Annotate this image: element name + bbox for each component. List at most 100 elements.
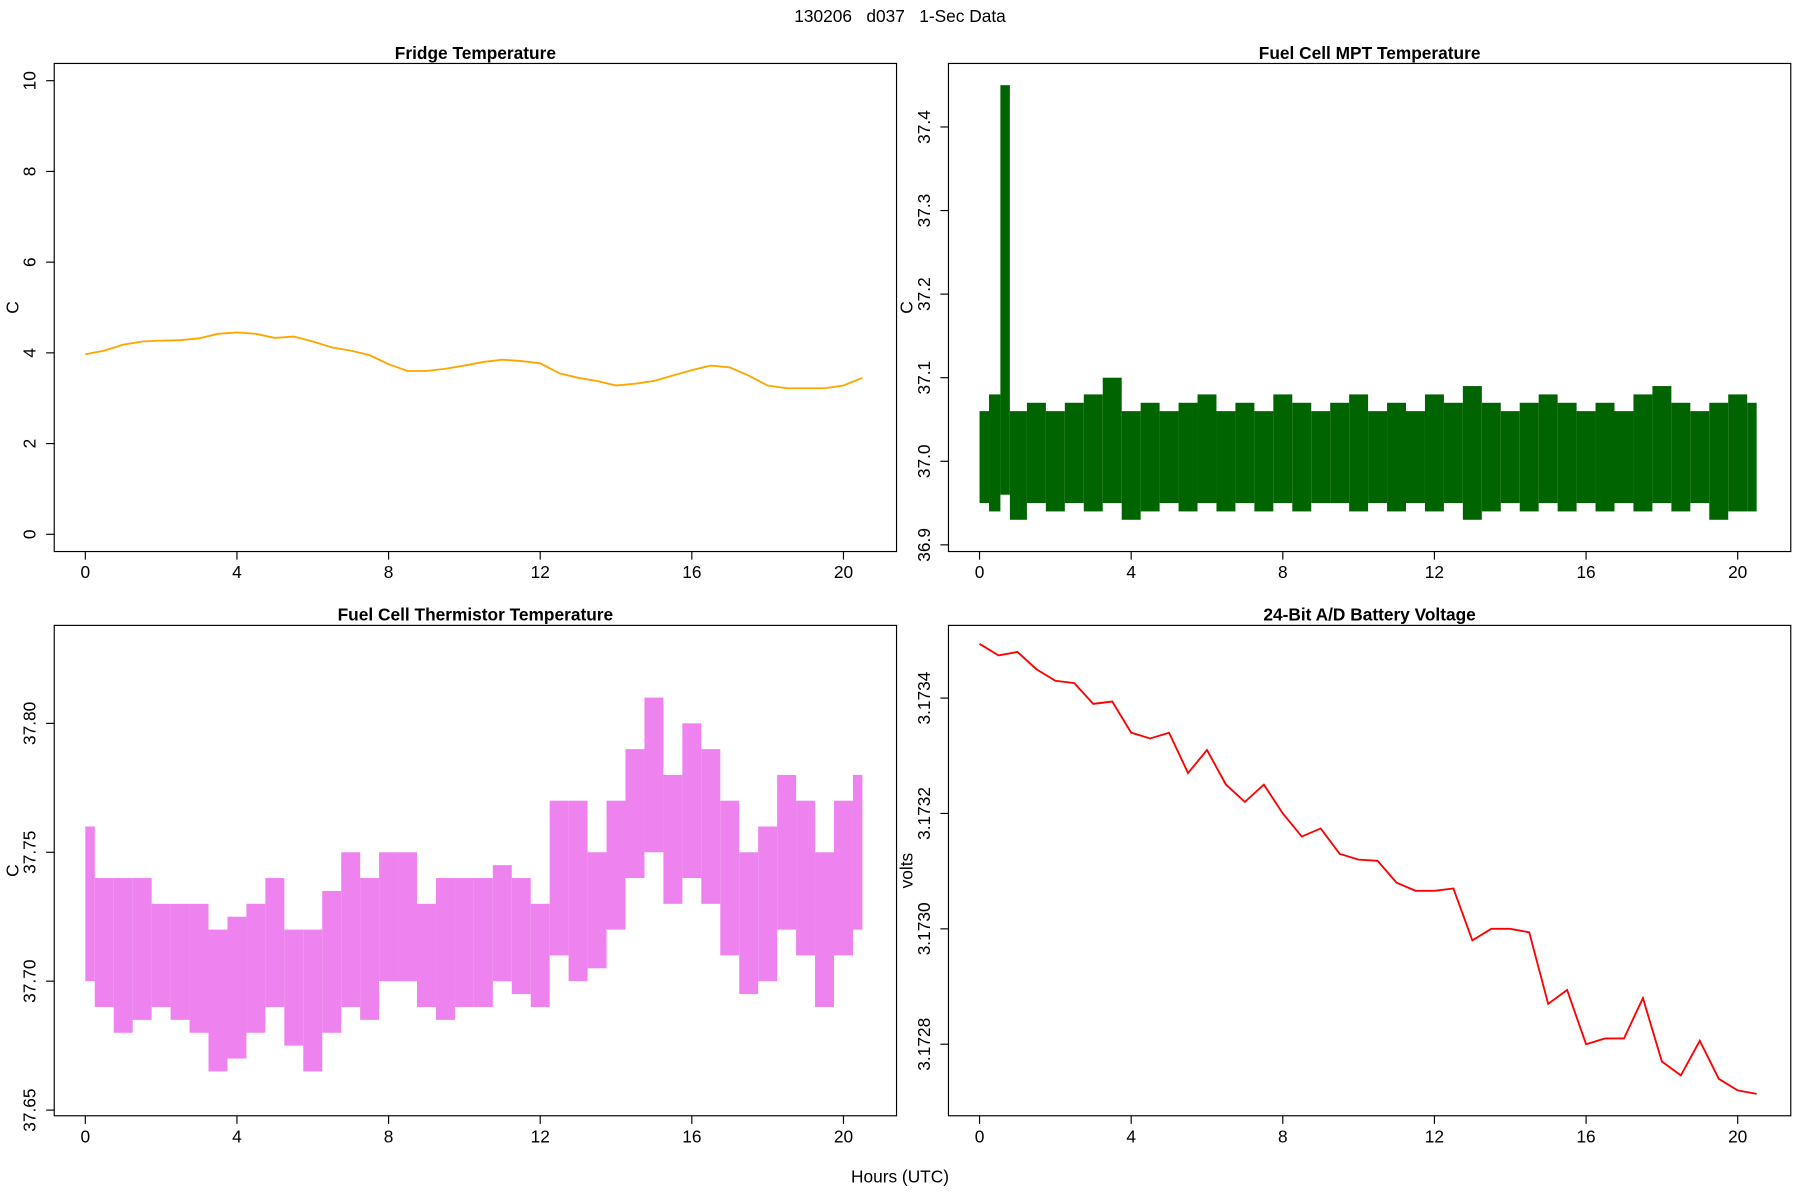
y-tick-label: 37.65 xyxy=(20,1088,40,1131)
x-tick-label: 20 xyxy=(834,1126,853,1146)
noise-band xyxy=(85,826,95,982)
noise-band xyxy=(511,878,531,995)
noise-band xyxy=(777,774,797,930)
noise-band xyxy=(1159,411,1179,504)
noise-band xyxy=(454,878,474,1007)
noise-band xyxy=(606,800,626,930)
noise-band xyxy=(625,749,645,879)
noise-band xyxy=(1481,402,1501,512)
x-tick-label: 16 xyxy=(682,562,701,582)
x-tick-label: 4 xyxy=(1126,562,1136,582)
noise-band xyxy=(303,929,323,1072)
x-tick-label: 20 xyxy=(1728,562,1747,582)
noise-band xyxy=(1443,402,1463,504)
noise-band xyxy=(1709,402,1729,520)
noise-band xyxy=(1387,402,1407,512)
noise-band xyxy=(379,852,399,982)
noise-band xyxy=(246,903,266,1033)
noise-band xyxy=(1462,386,1482,520)
noise-band xyxy=(1595,402,1615,512)
noise-band xyxy=(796,800,816,956)
noise-band xyxy=(417,903,436,1007)
y-tick-label: 3.1730 xyxy=(914,902,934,955)
y-tick-label: 37.3 xyxy=(914,194,934,228)
noise-band xyxy=(663,774,683,904)
chart-title: 24-Bit A/D Battery Voltage xyxy=(1263,605,1476,625)
noise-band xyxy=(1557,402,1577,512)
noise-band xyxy=(1424,394,1444,512)
x-tick-label: 8 xyxy=(384,1126,394,1146)
x-tick-label: 0 xyxy=(81,562,91,582)
x-tick-label: 20 xyxy=(1728,1126,1747,1146)
noise-band xyxy=(1747,402,1757,512)
x-axis-label: Hours (UTC) xyxy=(851,1167,949,1187)
noise-band xyxy=(1671,402,1691,512)
noise-band xyxy=(94,878,114,1007)
y-tick-label: 3.1728 xyxy=(914,1018,934,1071)
noise-band xyxy=(1026,402,1046,504)
noise-band xyxy=(1519,402,1539,512)
plot-frame xyxy=(53,624,898,1117)
chart-title: Fridge Temperature xyxy=(395,43,557,63)
plot-frame xyxy=(947,624,1792,1117)
y-tick-label: 37.0 xyxy=(914,444,934,478)
noise-band xyxy=(1330,402,1350,504)
noise-band xyxy=(1121,411,1141,520)
noise-band xyxy=(360,878,380,1020)
noise-band xyxy=(682,723,702,879)
noise-band xyxy=(833,800,853,956)
y-axis-label: volts xyxy=(897,852,917,888)
noise-band xyxy=(1614,411,1634,504)
figure-title: 130206 d037 1-Sec Data xyxy=(794,6,1006,26)
noise-band xyxy=(1178,402,1198,512)
noise-band xyxy=(989,394,1001,512)
noise-band xyxy=(1000,85,1010,495)
noise-band xyxy=(1273,394,1293,504)
chart-title: Fuel Cell Thermistor Temperature xyxy=(338,605,614,625)
noise-band xyxy=(1633,394,1653,512)
y-tick-label: 37.70 xyxy=(20,960,40,1003)
noise-band xyxy=(473,878,493,1007)
noise-band xyxy=(435,878,455,1020)
noise-band xyxy=(1538,394,1558,504)
noise-band xyxy=(1254,411,1274,512)
x-tick-label: 16 xyxy=(1576,562,1595,582)
noise-band xyxy=(322,890,342,1033)
noise-band xyxy=(1216,411,1236,512)
noise-band xyxy=(701,749,721,904)
y-tick-label: 37.80 xyxy=(20,702,40,745)
noise-band xyxy=(341,852,361,1007)
x-tick-label: 16 xyxy=(1576,1126,1595,1146)
x-tick-label: 0 xyxy=(975,562,985,582)
x-tick-label: 16 xyxy=(682,1126,701,1146)
y-tick-label: 10 xyxy=(20,71,40,90)
y-axis-label: C xyxy=(2,301,22,314)
y-tick-label: 3.1734 xyxy=(914,671,934,724)
noise-band xyxy=(1292,402,1312,512)
y-tick-label: 3.1732 xyxy=(914,787,934,840)
x-tick-label: 8 xyxy=(1278,562,1288,582)
noise-band xyxy=(530,903,550,1007)
noise-band xyxy=(208,929,228,1072)
data-line xyxy=(979,643,1757,1095)
noise-band xyxy=(1140,402,1160,512)
noise-band xyxy=(587,852,607,969)
noise-band xyxy=(265,878,285,1007)
x-tick-label: 12 xyxy=(1425,562,1444,582)
y-tick-label: 0 xyxy=(20,529,40,539)
x-tick-label: 0 xyxy=(975,1126,985,1146)
noise-band xyxy=(739,852,759,995)
plot-frame xyxy=(53,62,898,553)
x-tick-label: 4 xyxy=(232,1126,242,1146)
y-tick-label: 2 xyxy=(20,439,40,449)
x-tick-label: 12 xyxy=(531,562,550,582)
noise-band xyxy=(1064,402,1084,504)
y-tick-label: 36.9 xyxy=(914,528,934,562)
chart-title: Fuel Cell MPT Temperature xyxy=(1259,43,1481,63)
noise-band xyxy=(979,411,990,504)
y-tick-label: 8 xyxy=(20,167,40,177)
x-tick-label: 20 xyxy=(834,562,853,582)
y-tick-label: 6 xyxy=(20,257,40,267)
x-tick-label: 4 xyxy=(232,562,242,582)
